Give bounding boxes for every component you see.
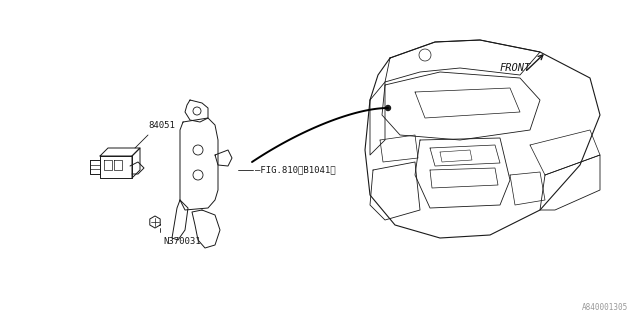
Text: FRONT: FRONT [500, 63, 531, 73]
Polygon shape [100, 148, 140, 156]
Polygon shape [180, 118, 218, 210]
Polygon shape [385, 40, 540, 82]
Polygon shape [370, 162, 420, 220]
Circle shape [193, 107, 201, 115]
Text: N370031: N370031 [163, 237, 200, 246]
Polygon shape [185, 100, 208, 122]
Polygon shape [132, 148, 140, 178]
Polygon shape [100, 156, 132, 178]
Polygon shape [90, 160, 100, 174]
Polygon shape [114, 160, 122, 170]
Text: 84051: 84051 [148, 121, 175, 130]
Circle shape [193, 170, 203, 180]
Circle shape [385, 106, 390, 110]
Polygon shape [172, 200, 188, 240]
Polygon shape [365, 40, 600, 238]
Polygon shape [130, 162, 144, 174]
Text: —FIG.810＜B1041＞: —FIG.810＜B1041＞ [255, 165, 335, 174]
Text: A840001305: A840001305 [582, 303, 628, 312]
Polygon shape [104, 160, 112, 170]
Circle shape [193, 145, 203, 155]
Circle shape [419, 49, 431, 61]
Polygon shape [150, 216, 160, 228]
Polygon shape [215, 150, 232, 166]
Polygon shape [192, 210, 220, 248]
